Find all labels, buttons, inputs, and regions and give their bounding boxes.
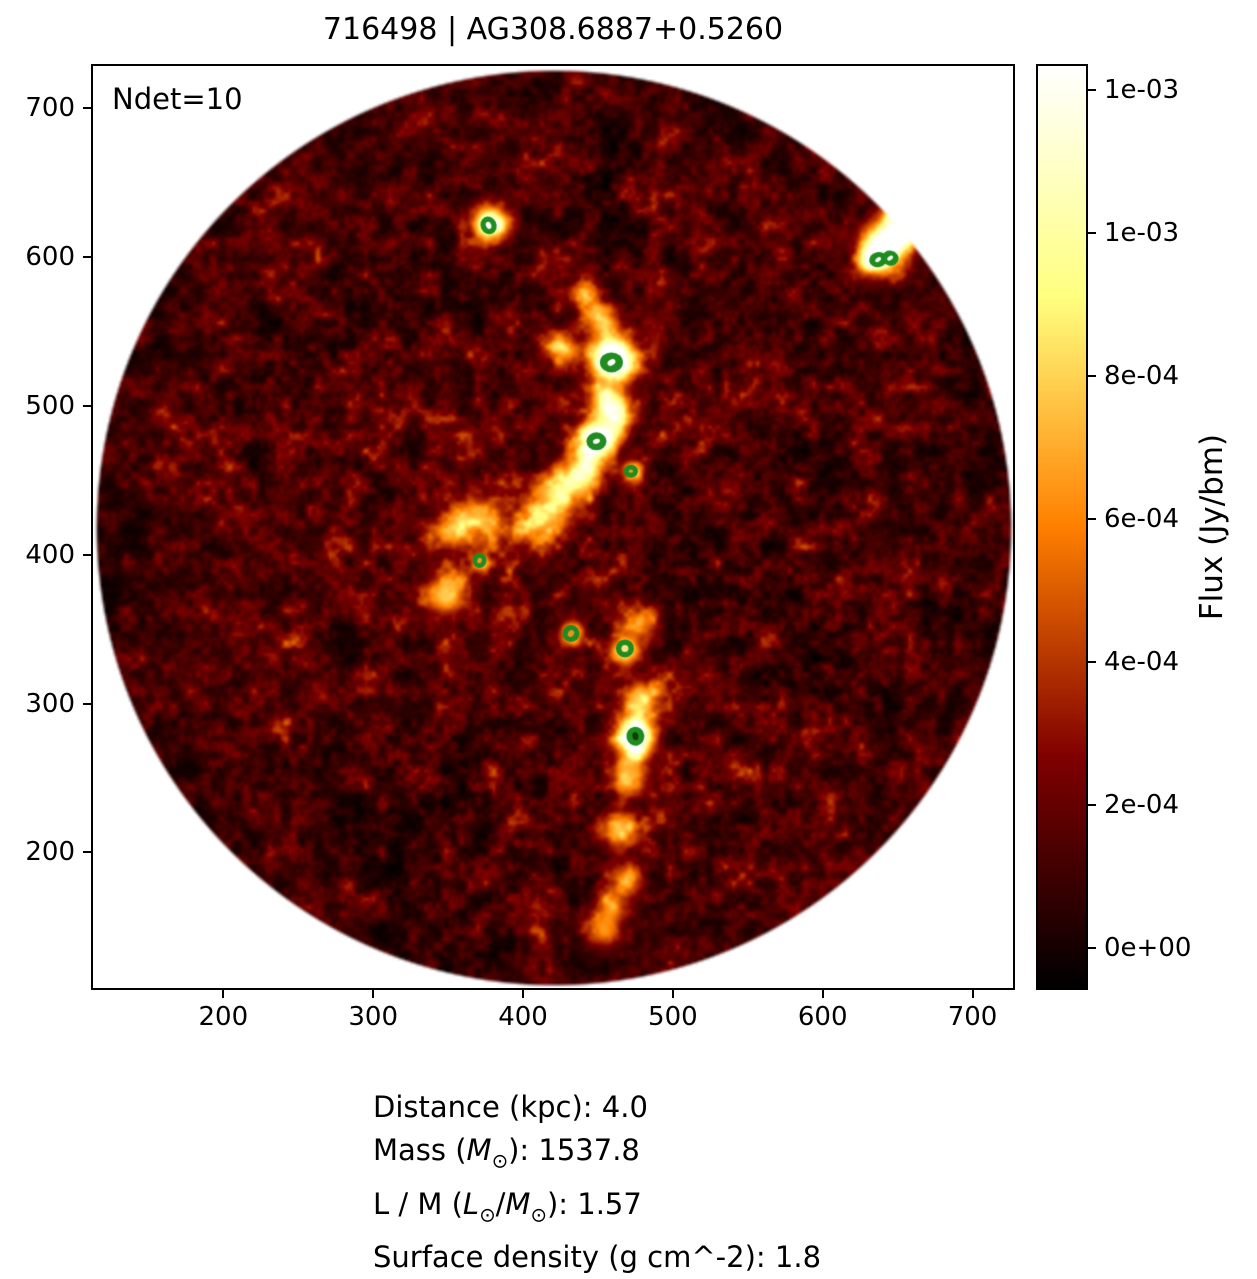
colorbar-tick-label: 0e+00 [1104,932,1192,963]
colorbar-frame [1036,64,1088,990]
x-tick-label: 400 [498,1002,548,1032]
y-tick-mark [83,702,93,705]
y-tick-mark [83,255,93,258]
colorbar-tick-mark [1086,660,1096,663]
colorbar-tick-mark [1086,374,1096,377]
property-line: L / M (L⊙/M⊙): 1.57 [373,1186,642,1227]
colorbar-axis-label: Flux (Jy/bm) [1194,433,1230,621]
x-tick-mark [971,988,974,998]
x-tick-mark [671,988,674,998]
y-tick-label: 300 [25,688,75,719]
colorbar-tick-label: 4e-04 [1104,646,1180,677]
x-tick-mark [821,988,824,998]
colorbar-tick-label: 8e-04 [1104,360,1180,391]
source-properties-text: Distance (kpc): 4.0 Mass (M⊙): 1537.8 L / … [373,1086,821,1279]
colorbar-tick-mark [1086,88,1096,91]
colorbar-tick-label: 1e-03 [1104,74,1180,105]
y-tick-mark [83,553,93,556]
y-tick-label: 500 [25,390,75,421]
colorbar-tick-mark [1086,946,1096,949]
property-line: Mass (M⊙): 1537.8 [373,1133,640,1173]
y-tick-label: 200 [25,837,75,868]
y-tick-mark [83,106,93,109]
y-tick-label: 700 [25,92,75,123]
x-tick-label: 600 [797,1002,848,1032]
flux-heatmap-canvas [93,66,1013,988]
y-tick-mark [83,851,93,854]
colorbar-tick-mark [1086,517,1096,520]
y-tick-label: 600 [25,241,75,272]
x-tick-mark [372,988,375,998]
plot-title: 716498 | AG308.6887+0.5260 [322,12,784,47]
x-tick-label: 300 [348,1002,398,1032]
colorbar-gradient [1038,66,1086,988]
x-tick-label: 200 [198,1002,249,1032]
y-tick-mark [83,404,93,407]
x-tick-label: 700 [947,1002,998,1032]
property-line: Surface density (g cm^-2): 1.8 [373,1240,822,1275]
colorbar-tick-mark [1086,803,1096,806]
colorbar-tick-mark [1086,231,1096,234]
y-tick-label: 400 [25,539,75,570]
property-line: Distance (kpc): 4.0 [373,1090,648,1124]
x-tick-mark [222,988,225,998]
colorbar-tick-label: 1e-03 [1104,217,1180,248]
x-tick-mark [522,988,525,998]
x-tick-label: 500 [648,1002,698,1032]
ndet-annotation: Ndet=10 [112,82,243,116]
colorbar-tick-label: 6e-04 [1104,503,1180,534]
colorbar-tick-label: 2e-04 [1104,789,1180,820]
plot-frame [91,64,1015,990]
